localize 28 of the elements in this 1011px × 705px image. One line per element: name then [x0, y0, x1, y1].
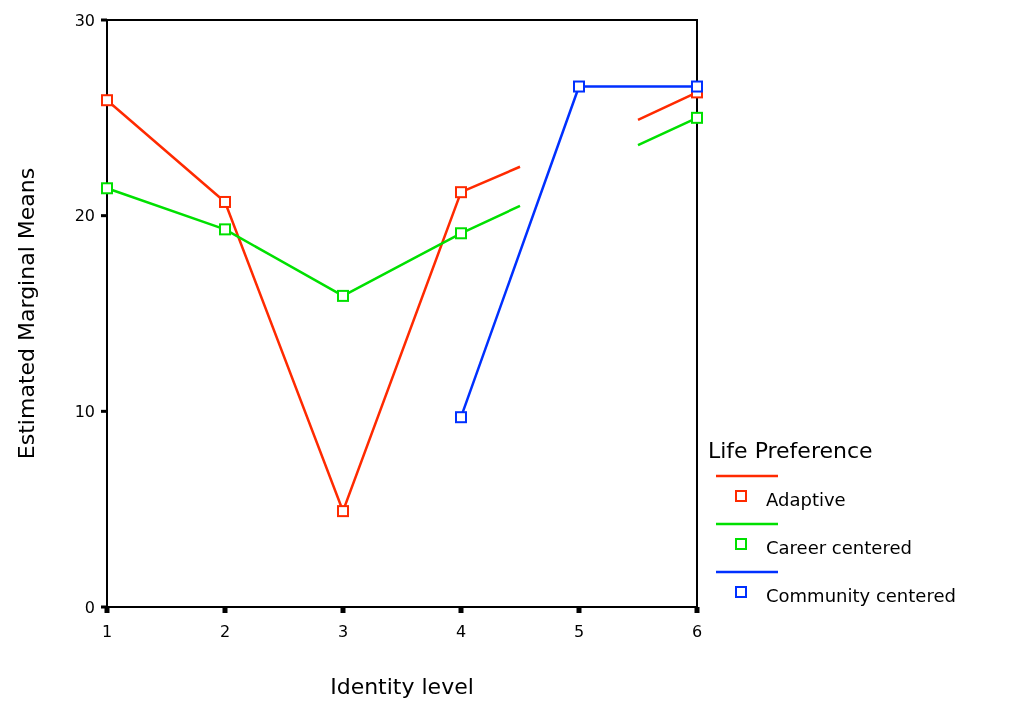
- point: [573, 80, 585, 93]
- x-tick-label: 3: [337, 622, 349, 641]
- point: [101, 182, 113, 195]
- y-tick-label: 0: [84, 597, 95, 617]
- x-tick-label: 6: [691, 622, 703, 641]
- point: [337, 505, 349, 518]
- point: [101, 94, 113, 107]
- x-tick-label: 2: [219, 622, 231, 641]
- x-tick-label: 1: [101, 622, 113, 641]
- y-tick-label: 20: [74, 206, 95, 226]
- x-tick-label: 5: [573, 622, 585, 641]
- legend-label: Adaptive: [766, 489, 846, 511]
- y-axis-title: Estimated Marginal Means: [14, 167, 39, 460]
- y-tick-label: 10: [74, 401, 95, 421]
- point: [337, 289, 349, 302]
- x-axis-title: Identity level: [330, 674, 474, 699]
- point: [219, 223, 231, 236]
- point: [219, 195, 231, 208]
- point: [455, 186, 467, 199]
- legend-label: Career centered: [766, 537, 912, 559]
- legend-title: Life Preference: [708, 437, 873, 463]
- legend-label: Community centered: [766, 585, 956, 607]
- point: [455, 411, 467, 424]
- point: [691, 111, 703, 124]
- point: [691, 80, 703, 93]
- x-tick-label: 4: [455, 622, 467, 641]
- point: [455, 227, 467, 240]
- y-tick-label: 30: [74, 10, 95, 30]
